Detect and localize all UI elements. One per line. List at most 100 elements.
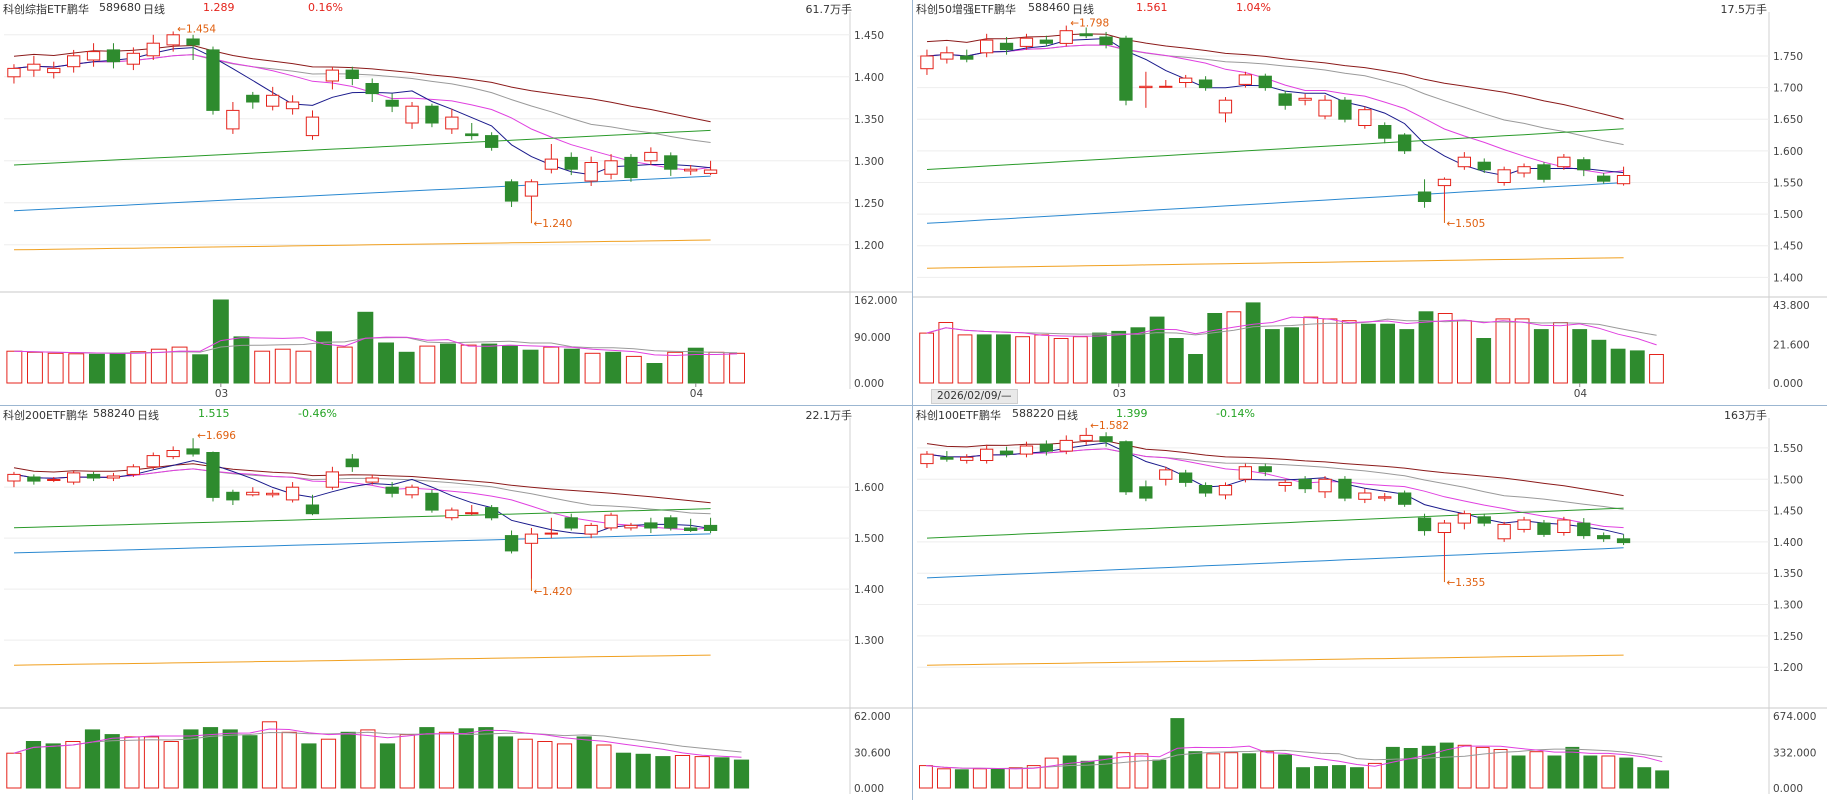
volume-tick-label: 0.000	[854, 783, 884, 795]
x-tick-label: 04	[690, 388, 704, 400]
candle-down	[504, 181, 519, 202]
price-tick-label: 1.450	[854, 30, 884, 42]
volume-bar-up	[938, 322, 954, 384]
price-tick-label: 1.300	[854, 156, 884, 168]
fund-code: 589680	[99, 1, 141, 14]
candle-up	[1497, 523, 1511, 540]
volume-bar-down	[1403, 748, 1418, 789]
x-tick-label: 03	[1113, 388, 1126, 400]
candle-down	[1198, 79, 1213, 89]
candle-up	[960, 456, 974, 461]
chart-panel-3[interactable]: 1.600 1.500 1.400 1.300 62.000 30.600 0.000 ←1.…	[0, 406, 912, 800]
volume-bar-up	[1026, 765, 1041, 789]
candle-up	[106, 475, 121, 479]
fund-name: 科创综指ETF鹏华	[3, 3, 89, 16]
candle-down	[1477, 516, 1491, 524]
volume-bar-up	[1322, 318, 1338, 384]
volume-bar-down	[340, 731, 356, 789]
candle-up	[285, 486, 300, 501]
candle-up	[325, 69, 340, 82]
change-percent: -0.46%	[298, 407, 337, 420]
period-label: 日线	[1056, 409, 1078, 422]
chart-panel-1[interactable]: 1.450 1.400 1.350 1.300 1.250 1.200 162.000 90.…	[0, 0, 912, 405]
candle-down	[1278, 93, 1292, 106]
volume-bar-up	[1529, 751, 1544, 789]
volume-bar-up	[1206, 753, 1221, 789]
volume-bar-down	[1476, 338, 1492, 384]
fund-code: 588240	[93, 407, 135, 420]
ma120-line	[926, 182, 1624, 224]
candlestick-chart-3[interactable]: 1.600 1.500 1.400 1.300 62.000 30.600 0.000 ←1.…	[0, 406, 912, 800]
volume-bar-down	[1130, 327, 1146, 384]
volume-bar-up	[460, 344, 477, 384]
volume-bar-down	[233, 336, 250, 384]
volume-bar-up	[130, 351, 147, 384]
candle-down	[1577, 522, 1591, 537]
volume-bar-down	[1361, 323, 1376, 384]
candle-up	[47, 479, 61, 481]
volume-bar-down	[1572, 329, 1588, 384]
candle-down	[1398, 492, 1412, 505]
volume-bar-up	[1495, 318, 1511, 384]
volume-bar-up	[1015, 336, 1030, 384]
volume-bar-down	[1655, 770, 1670, 789]
ma250-line	[13, 239, 711, 251]
panel-divider-horizontal	[0, 405, 1827, 406]
volume-bar-down	[1439, 742, 1454, 789]
candle-up	[1218, 99, 1233, 114]
volume-bar-up	[65, 741, 81, 789]
price-tick-label: 1.600	[1773, 146, 1803, 158]
volume-bar-down	[25, 741, 42, 789]
volume-ma10-line	[13, 731, 742, 754]
volume-tick-label: 332.000	[1773, 748, 1816, 760]
candle-up	[27, 63, 41, 71]
volume-bar-down	[1418, 311, 1434, 384]
volume-bar-down	[481, 343, 498, 384]
candle-down	[1039, 39, 1053, 44]
candle-up	[146, 455, 160, 468]
candle-down	[940, 456, 954, 460]
volume-bar-down	[1533, 329, 1549, 384]
high-annotation: ←1.582	[1090, 420, 1129, 432]
volume-bar-down	[1207, 313, 1223, 384]
candle-down	[1198, 485, 1213, 494]
volume-bar-up	[6, 752, 22, 789]
volume-tick-label: 43.800	[1773, 300, 1810, 312]
ma60-line	[926, 507, 1624, 539]
volume-bar-down	[1314, 766, 1329, 789]
period-label: 日线	[1072, 3, 1094, 16]
volume-bar-up	[1341, 320, 1357, 384]
candle-up	[47, 67, 61, 74]
ma10-line	[13, 468, 711, 531]
volume-total: 61.7万手	[805, 3, 853, 16]
low-annotation: ←1.355	[1446, 577, 1485, 589]
volume-bar-down	[242, 735, 258, 789]
candle-up	[920, 55, 934, 70]
candle-up	[1437, 178, 1452, 187]
candlestick-chart-4[interactable]: 1.550 1.500 1.450 1.400 1.350 1.300 1.250 1.200…	[913, 406, 1827, 800]
ma5-line	[926, 442, 1624, 535]
chart-panel-4[interactable]: 1.550 1.500 1.450 1.400 1.350 1.300 1.250 1.200…	[913, 406, 1827, 800]
candle-up	[1238, 466, 1253, 480]
candle-down	[504, 535, 519, 552]
candle-down	[1039, 443, 1053, 452]
candle-up	[126, 466, 140, 475]
candle-down	[1398, 134, 1412, 152]
candle-up	[1378, 496, 1392, 499]
volume-bar-up	[972, 768, 987, 789]
price-tick-label: 1.300	[854, 635, 884, 647]
candlestick-chart-2[interactable]: 1.750 1.700 1.650 1.600 1.550 1.500 1.450 1.400…	[913, 0, 1827, 405]
volume-bar-down	[1511, 755, 1526, 789]
candle-up	[1159, 469, 1173, 480]
volume-bar-down	[357, 311, 374, 384]
candle-down	[1338, 478, 1352, 499]
candle-down	[1537, 522, 1551, 535]
last-price: 1.399	[1116, 407, 1148, 420]
volume-bar-down	[1637, 767, 1652, 789]
period-label: 日线	[137, 409, 159, 422]
change-percent: -0.14%	[1216, 407, 1255, 420]
volume-bar-up	[1475, 746, 1490, 789]
candle-up	[1238, 74, 1253, 85]
candlestick-chart-1[interactable]: 1.450 1.400 1.350 1.300 1.250 1.200 162.000 90.…	[0, 0, 912, 405]
chart-panel-2[interactable]: 1.750 1.700 1.650 1.600 1.550 1.500 1.450 1.400…	[913, 0, 1827, 405]
